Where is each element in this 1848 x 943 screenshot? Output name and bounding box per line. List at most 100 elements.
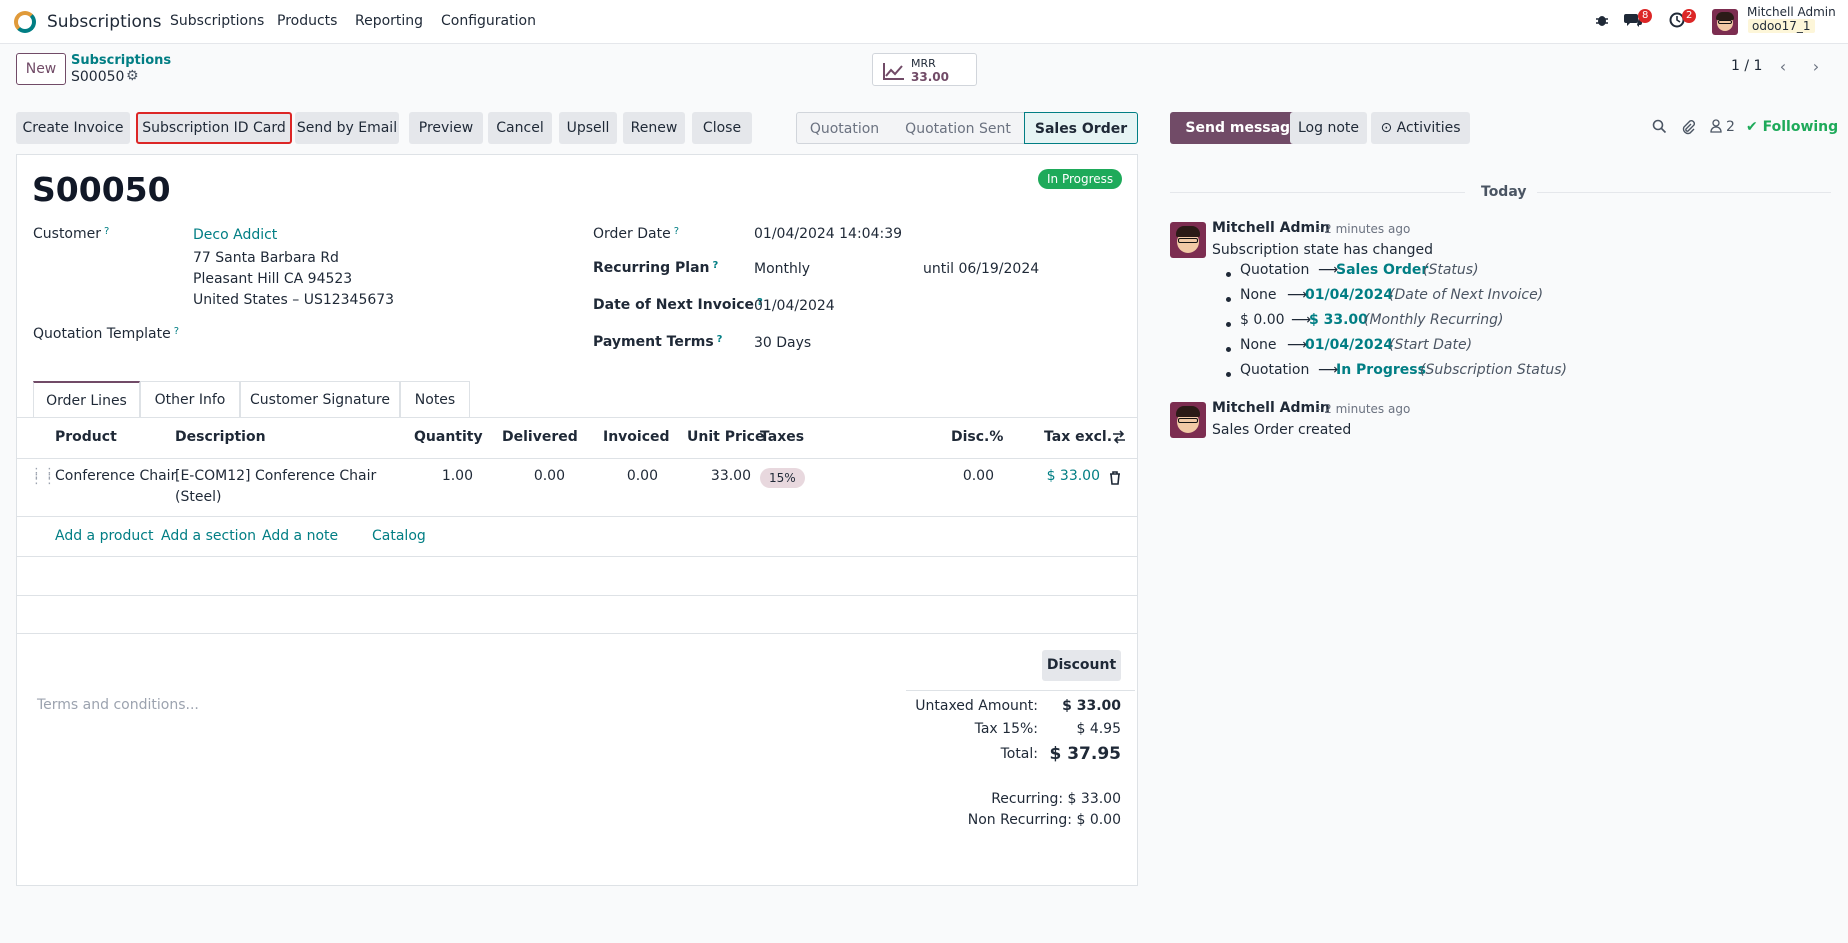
catalog-link[interactable]: Catalog [372,528,426,544]
message-author[interactable]: Mitchell Admin [1212,400,1330,416]
col-description[interactable]: Description [175,429,266,445]
today-separator: Today [1481,184,1527,200]
upsell-button[interactable]: Upsell [559,112,617,144]
tax-amount: $ 4.95 [1076,721,1121,737]
tracking-old-value: None [1240,287,1277,303]
drag-handle-icon[interactable]: ⋮⋮ ⋮⋮ [30,466,56,487]
menu-reporting[interactable]: Reporting [355,13,424,29]
pager-next-icon[interactable]: › [1812,57,1820,76]
messages-count-badge: 8 [1638,9,1653,23]
arrow-right-icon: ⟶ [1287,337,1308,353]
preview-button[interactable]: Preview [409,112,483,144]
breadcrumb-current-record: S00050 [71,69,125,85]
add-product-link[interactable]: Add a product [55,528,154,544]
cancel-button[interactable]: Cancel [488,112,552,144]
activities-button[interactable]: ⊙ Activities [1371,112,1470,144]
trash-icon[interactable] [1109,471,1121,489]
recurring-total: Recurring: $ 33.00 [991,791,1121,807]
send-by-email-button[interactable]: Send by Email [295,112,399,144]
col-quantity[interactable]: Quantity [414,429,483,445]
line-tax-badge[interactable]: 15% [760,468,805,488]
col-taxes[interactable]: Taxes [760,429,805,445]
menu-products[interactable]: Products [277,13,338,29]
add-section-link[interactable]: Add a section [161,528,257,544]
next-invoice-value[interactable]: 01/04/2024 [754,298,835,314]
debug-bug-icon[interactable] [1595,12,1609,31]
message-author[interactable]: Mitchell Admin [1212,220,1330,236]
tracking-new-value: 01/04/2024 [1305,337,1394,353]
mrr-smart-button[interactable]: MRR 33.00 [872,53,977,86]
message-author-avatar[interactable] [1170,402,1206,438]
breadcrumb-subscriptions[interactable]: Subscriptions [71,53,172,68]
terms-conditions-field[interactable]: Terms and conditions... [37,697,199,713]
today-divider-left [1170,192,1465,193]
optional-columns-toggle-icon[interactable] [1111,429,1127,449]
subscription-id-card-button[interactable]: Subscription ID Card [136,112,292,144]
odoo-logo-icon[interactable] [14,11,36,33]
today-divider-right [1537,192,1831,193]
customer-address-line1: 77 Santa Barbara Rd [193,250,339,266]
renew-button[interactable]: Renew [623,112,685,144]
col-invoiced[interactable]: Invoiced [603,429,670,445]
payment-terms-label: Payment Terms? [593,334,723,350]
pager-value[interactable]: 1 / 1 [1731,58,1763,74]
untaxed-amount: $ 33.00 [1062,698,1121,714]
tracking-old-value: $ 0.00 [1240,312,1285,328]
status-sales-order[interactable]: Sales Order [1024,112,1138,144]
menu-configuration[interactable]: Configuration [441,13,536,29]
tax-label: Tax 15%: [974,721,1038,737]
tracking-old-value: None [1240,337,1277,353]
totals-divider [906,690,1135,691]
discount-button[interactable]: Discount [1042,650,1121,681]
tab-other-info[interactable]: Other Info [140,381,240,418]
add-note-link[interactable]: Add a note [262,528,339,544]
next-invoice-label: Date of Next Invoice? [593,297,763,313]
line-product[interactable]: Conference Chair [55,468,177,484]
tracking-new-value: Sales Order [1336,262,1429,278]
arrow-right-icon: ⟶ [1287,287,1308,303]
new-button[interactable]: New [16,53,66,85]
app-name[interactable]: Subscriptions [47,12,162,32]
line-unit-price[interactable]: 33.00 [710,468,751,484]
status-quotation[interactable]: Quotation [796,112,892,144]
col-discount[interactable]: Disc.% [951,429,1004,445]
recurring-until-value[interactable]: until 06/19/2024 [923,261,1040,277]
message-author-avatar[interactable] [1170,222,1206,258]
followers-count[interactable]: 2 [1726,119,1735,135]
status-quotation-sent[interactable]: Quotation Sent [892,112,1024,144]
line-description-1[interactable]: [E-COM12] Conference Chair [175,468,377,484]
search-icon[interactable] [1652,119,1667,138]
tab-customer-signature[interactable]: Customer Signature [240,381,400,418]
payment-terms-value[interactable]: 30 Days [754,335,812,351]
gear-icon[interactable]: ⚙ [126,68,139,84]
paperclip-icon[interactable] [1681,119,1695,139]
log-note-button[interactable]: Log note [1290,112,1367,144]
following-toggle[interactable]: ✔ Following [1746,119,1839,135]
line-delivered[interactable]: 0.00 [533,468,565,484]
col-product[interactable]: Product [55,429,117,445]
line-quantity[interactable]: 1.00 [441,468,473,484]
message-time: - 2 minutes ago [1316,402,1411,416]
recurring-plan-value[interactable]: Monthly [754,261,811,277]
line-description-2[interactable]: (Steel) [175,489,222,505]
clock-icon: ⊙ [1380,120,1397,136]
message-body: Sales Order created [1212,422,1352,438]
user-name[interactable]: Mitchell Admin [1747,5,1836,19]
create-invoice-button[interactable]: Create Invoice [16,112,130,144]
line-discount[interactable]: 0.00 [962,468,994,484]
followers-user-icon[interactable] [1710,119,1722,137]
tab-notes[interactable]: Notes [400,381,470,418]
tab-order-lines[interactable]: Order Lines [33,381,140,418]
close-button[interactable]: Close [692,112,752,144]
total-amount: $ 37.95 [1049,744,1121,764]
pager-previous-icon[interactable]: ‹ [1779,57,1787,76]
col-tax-excl[interactable]: Tax excl. [1044,429,1113,445]
col-unit-price[interactable]: Unit Price [687,429,765,445]
menu-subscriptions[interactable]: Subscriptions [170,13,265,29]
line-invoiced[interactable]: 0.00 [626,468,658,484]
user-avatar[interactable] [1712,9,1738,35]
arrow-right-icon: ⟶ [1318,362,1339,378]
customer-link[interactable]: Deco Addict [193,227,278,243]
col-delivered[interactable]: Delivered [502,429,578,445]
order-date-value[interactable]: 01/04/2024 14:04:39 [754,226,903,242]
